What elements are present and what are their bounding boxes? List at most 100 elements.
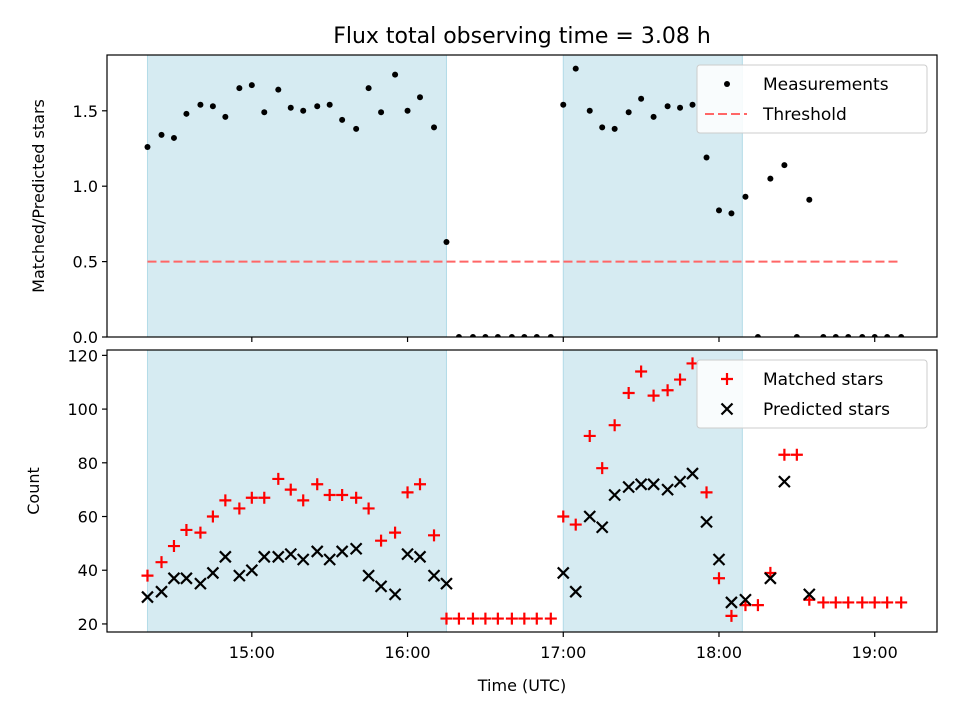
measurement-point: [572, 65, 579, 72]
plot-area: [141, 357, 908, 625]
predicted-star-point: [583, 510, 597, 523]
predicted-star-point: [700, 515, 713, 529]
predicted-star-point: [413, 550, 427, 564]
measurement-point: [638, 95, 645, 102]
measurement-point: [560, 101, 567, 108]
predicted-star-point: [272, 550, 285, 564]
matched-star-point: [635, 365, 648, 378]
predicted-star-point: [608, 488, 621, 502]
matched-star-point: [336, 489, 349, 502]
predicted-star-point: [296, 553, 310, 566]
measurement-point: [754, 334, 761, 337]
legend-label: Threshold: [762, 105, 847, 125]
measurement-point: [820, 334, 827, 337]
measurement-point: [533, 334, 540, 337]
predicted-star-point: [739, 593, 752, 607]
matched-star-point: [362, 502, 375, 515]
predicted-star-point: [141, 590, 154, 604]
y-tick-label: 0.5: [73, 253, 98, 272]
predicted-star-point: [167, 572, 181, 585]
x-axis-label: Time (UTC): [477, 676, 566, 695]
predicted-star-point: [673, 475, 687, 488]
measurement-point: [183, 110, 190, 117]
y-axis-label: Matched/Predicted stars: [29, 99, 48, 293]
matched-star-point: [557, 510, 570, 523]
y-axis-label: Count: [24, 467, 43, 515]
measurement-point: [300, 107, 307, 114]
measurement-point: [209, 103, 216, 110]
measurement-point: [742, 193, 749, 200]
matched-star-point: [856, 596, 869, 609]
predicted-star-point: [219, 550, 232, 564]
matched-star-point: [661, 384, 674, 397]
matched-star-point: [608, 419, 621, 432]
matched-star-point: [881, 596, 894, 609]
predicted-star-point: [401, 547, 414, 561]
predicted-star-point: [349, 542, 363, 556]
legend-label: Measurements: [763, 75, 889, 95]
measurement-point: [508, 334, 515, 337]
matched-star-point: [428, 529, 441, 542]
measurement-point: [158, 131, 165, 138]
axes-frame: [106, 349, 938, 633]
measurement-point: [859, 334, 866, 337]
measurement-point: [353, 125, 360, 132]
matched-star-point: [751, 599, 764, 612]
matched-star-point: [350, 491, 363, 504]
matched-star-point: [375, 534, 388, 547]
measurement-point: [898, 334, 905, 337]
legend: Matched stars Predicted stars: [696, 359, 928, 429]
predicted-star-point: [440, 577, 453, 590]
measurement-point: [197, 101, 204, 108]
measurement-point: [767, 175, 774, 182]
measurement-point: [392, 71, 399, 78]
predicted-star-point: [335, 545, 349, 558]
matched-star-point: [674, 373, 687, 386]
matched-star-point: [583, 429, 596, 442]
matched-star-point: [219, 494, 232, 507]
measurement-point: [339, 116, 346, 123]
predicted-star-point: [622, 480, 635, 494]
predicted-star-point: [647, 478, 660, 491]
measurement-point: [455, 334, 462, 337]
measurement-point: [248, 82, 255, 89]
measurement-point: [378, 109, 385, 116]
predicted-star-point: [634, 478, 648, 491]
matched-star-point: [505, 612, 518, 625]
x-tick-label: 18:00: [696, 643, 742, 662]
predicted-star-point: [310, 545, 324, 558]
matched-star-point: [712, 572, 725, 585]
matched-star-point: [466, 612, 479, 625]
shaded-span: [146, 54, 447, 338]
measurement-point: [689, 101, 696, 108]
panel-counts: 20 40 60 80 100 120 15:00 16:00 17:00 18:00 19:00 C…: [24, 346, 938, 695]
predicted-star-point: [686, 467, 699, 480]
predicted-star-point: [595, 520, 609, 534]
matched-star-point: [167, 540, 180, 553]
matched-star-point: [311, 478, 324, 491]
measurement-point: [275, 86, 282, 93]
measurement-point: [625, 109, 632, 116]
measurement-point: [404, 107, 411, 114]
matched-star-point: [829, 596, 842, 609]
matched-star-point: [647, 389, 660, 402]
measurement-point: [144, 143, 151, 150]
predicted-star-point: [245, 563, 259, 577]
x-tick-label: 17:00: [540, 643, 586, 662]
matched-star-point: [245, 491, 258, 504]
measurement-point: [664, 103, 671, 110]
measurement-point: [431, 124, 438, 131]
measurement-point: [326, 101, 333, 108]
legend-box: [696, 359, 928, 429]
matched-star-point: [518, 612, 531, 625]
matched-star-point: [323, 489, 336, 502]
matched-star-point: [440, 612, 453, 625]
matched-star-point: [596, 462, 609, 475]
matched-star-point: [868, 596, 881, 609]
measurement-point: [314, 103, 321, 110]
y-tick-label: 40: [78, 561, 98, 580]
predicted-star-point: [362, 569, 375, 582]
measurement-point: [715, 207, 722, 214]
plot-area: [144, 65, 905, 337]
